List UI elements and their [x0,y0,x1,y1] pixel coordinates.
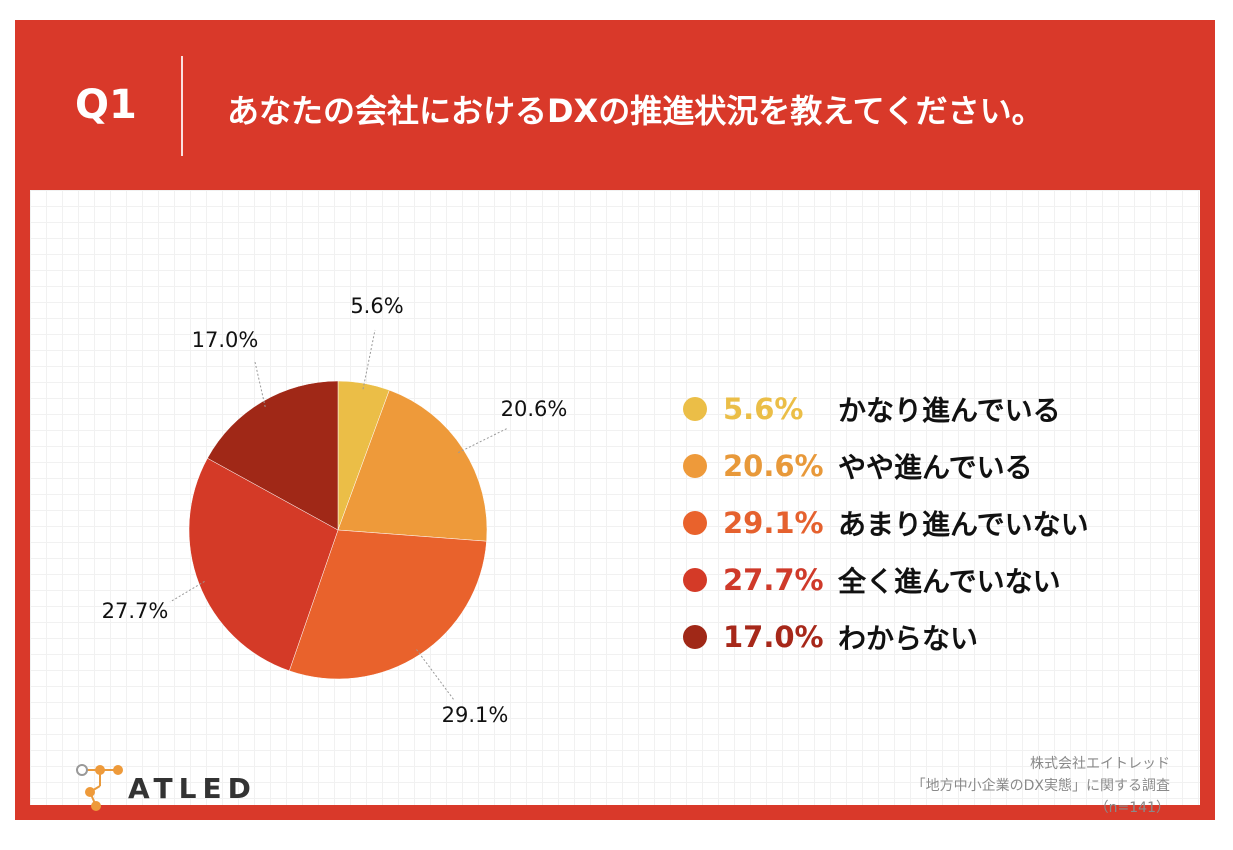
legend-item: 5.6% かなり進んでいる [683,380,1203,437]
logo-network-icon [76,764,123,811]
legend-percent: 17.0% [723,619,824,654]
atled-logo: ATLED [70,760,251,824]
legend-label: 全く進んでいない [838,564,1061,598]
leader-line [416,649,455,701]
question-number: Q1 [75,82,137,128]
logo-wordmark: ATLED [128,772,257,805]
legend-percent: 29.1% [723,505,824,540]
leader-line [254,361,266,408]
source-survey: 「地方中小企業のDX実態」に関する調査 [911,778,1170,794]
legend-percent: 5.6% [723,391,804,426]
legend-percent: 20.6% [723,448,824,483]
legend-percent: 27.7% [723,562,824,597]
slice-data-label: 20.6% [501,397,568,421]
source-company: 株式会社エイトレッド [1030,756,1170,772]
chart-panel: 5.6% 20.6% 29.1% 27.7% 17.0% 5.6% かなり進んでいる 20.… [30,190,1203,816]
slice-data-label: 5.6% [350,294,403,318]
header-divider [181,56,183,156]
legend-label: あまり進んでいない [838,507,1089,541]
pie-slice [207,380,339,531]
leader-line [362,329,376,390]
source-sample-size: （n=141） [1094,800,1170,816]
legend-swatch [683,624,707,649]
legend-swatch [683,510,707,535]
legend-label: かなり進んでいる [838,393,1061,427]
pie-chart: 5.6% 20.6% 29.1% 27.7% 17.0% [102,294,568,727]
card-frame: Q1 あなたの会社におけるDXの推進状況を教えてください。 5.6% 20.6% 2… [15,20,1215,820]
chart-legend: 5.6% かなり進んでいる 20.6% やや進んでいる 29.1% あまり進んでいない 27… [683,380,1203,665]
legend-item: 20.6% やや進んでいる [683,437,1203,494]
legend-label: わからない [838,621,979,655]
leader-line [169,580,205,603]
slice-data-label: 27.7% [102,599,169,623]
legend-label: やや進んでいる [838,450,1033,484]
legend-item: 17.0% わからない [683,608,1203,665]
leader-line [458,427,509,454]
legend-swatch [683,453,707,478]
legend-swatch [683,567,707,592]
legend-item: 29.1% あまり進んでいない [683,494,1203,551]
legend-item: 27.7% 全く進んでいない [683,551,1203,608]
legend-swatch [683,396,707,421]
pie-slice [188,457,339,672]
source-note: 株式会社エイトレッド 「地方中小企業のDX実態」に関する調査 （n=141） [912,753,1170,819]
question-title: あなたの会社におけるDXの推進状況を教えてください。 [227,92,1044,130]
slice-data-label: 29.1% [442,703,509,727]
slice-data-label: 17.0% [192,328,259,352]
pie-slice [337,389,488,542]
